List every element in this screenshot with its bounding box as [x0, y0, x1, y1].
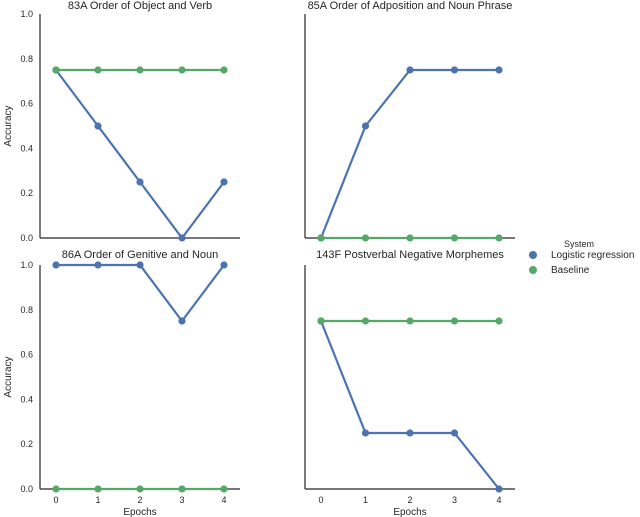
- legend-item-baseline: Baseline: [529, 265, 590, 276]
- series-baseline: [317, 234, 503, 242]
- y-axis-label: Accuracy: [3, 356, 14, 397]
- data-point: [317, 234, 325, 242]
- legend-title: System: [564, 239, 594, 249]
- series-logistic-regression: [317, 66, 503, 242]
- data-point: [52, 485, 60, 493]
- panel-title: 143F Postverbal Negative Morphemes: [316, 249, 504, 261]
- data-point: [94, 66, 102, 74]
- panel-83a-order-of-object-and-verb: 83A Order of Object and Verb 0.0 0.2 0.4 0.6…: [3, 0, 240, 243]
- data-point: [317, 317, 325, 325]
- series-baseline: [52, 66, 228, 74]
- series-logistic-regression: [317, 317, 503, 493]
- x-tick-label: 3: [179, 495, 184, 505]
- panel-title: 86A Order of Genitive and Noun: [62, 249, 219, 261]
- data-point: [361, 429, 370, 437]
- data-point: [361, 317, 370, 325]
- data-point: [450, 66, 459, 74]
- x-axis-label: Epochs: [123, 507, 156, 517]
- x-tick-label: 3: [452, 495, 457, 505]
- data-point: [178, 485, 186, 493]
- x-tick-label: 4: [496, 495, 501, 505]
- legend-marker: [529, 251, 537, 259]
- data-point: [52, 66, 60, 74]
- y-tick-label: 0.2: [20, 188, 33, 198]
- data-point: [406, 66, 414, 74]
- data-point: [495, 317, 503, 325]
- data-point: [450, 234, 459, 242]
- data-point: [406, 234, 414, 242]
- data-point: [495, 485, 503, 493]
- x-tick-label: 1: [363, 495, 368, 505]
- data-point: [178, 317, 186, 325]
- y-tick-label: 1.0: [20, 260, 33, 270]
- series-line: [319, 68, 499, 239]
- data-point: [136, 261, 144, 269]
- legend-items: Logistic regression Baseline: [529, 250, 634, 276]
- x-tick-label: 0: [53, 495, 58, 505]
- data-point: [406, 429, 414, 437]
- panel-title: 85A Order of Adposition and Noun Phrase: [308, 0, 513, 12]
- data-point: [94, 122, 102, 130]
- y-tick-label: 0.0: [20, 233, 33, 243]
- y-tick-label: 0.4: [20, 394, 33, 404]
- data-point: [94, 261, 102, 269]
- data-point: [220, 66, 228, 74]
- data-point: [450, 429, 459, 437]
- data-point: [220, 485, 228, 493]
- y-tick-label: 1.0: [20, 9, 33, 19]
- series-logistic-regression: [52, 66, 228, 242]
- data-point: [361, 122, 370, 130]
- chart-panels: 83A Order of Object and Verb 0.0 0.2 0.4 0.6…: [3, 0, 515, 517]
- series-line: [56, 263, 225, 323]
- x-tick-label: 2: [137, 495, 142, 505]
- y-tick-label: 0.6: [20, 99, 33, 109]
- y-tick-label: 0.0: [20, 484, 33, 494]
- legend-item-logistic-regression: Logistic regression: [529, 250, 634, 261]
- legend-label: Baseline: [551, 265, 590, 276]
- panel-85a-order-of-adposition-and-noun-phrase: 85A Order of Adposition and Noun Phrase: [304, 0, 515, 242]
- series-logistic-regression: [52, 261, 228, 325]
- x-tick-label: 4: [221, 495, 226, 505]
- data-point: [495, 66, 503, 74]
- y-tick-label: 0.8: [20, 54, 33, 64]
- data-point: [178, 66, 186, 74]
- x-tick-label: 0: [318, 495, 323, 505]
- x-tick-label: 1: [95, 495, 100, 505]
- legend-label: Logistic regression: [551, 250, 634, 261]
- data-point: [52, 261, 60, 269]
- legend: System Logistic regression Baseline: [529, 239, 634, 276]
- series-line: [55, 69, 225, 240]
- panel-title: 83A Order of Object and Verb: [68, 0, 212, 12]
- panel-86a-order-of-genitive-and-noun: 86A Order of Genitive and Noun 0.0 0.2 0.4 0…: [3, 249, 240, 517]
- x-axis-label: Epochs: [393, 507, 426, 517]
- series-line: [319, 320, 500, 490]
- data-point: [361, 234, 370, 242]
- data-point: [406, 317, 414, 325]
- data-point: [220, 261, 228, 269]
- series-baseline: [317, 317, 503, 325]
- data-point: [178, 234, 186, 242]
- series-baseline: [52, 485, 228, 493]
- data-point: [220, 178, 228, 186]
- data-point: [136, 485, 144, 493]
- panel-143f-postverbal-negative-morphemes: 143F Postverbal Negative Morphemes 0 1 2 3 4 E…: [304, 249, 515, 517]
- x-tick-label: 2: [407, 495, 412, 505]
- y-axis-label: Accuracy: [3, 105, 14, 146]
- y-tick-label: 0.8: [20, 305, 33, 315]
- data-point: [94, 485, 102, 493]
- data-point: [136, 66, 144, 74]
- data-point: [450, 317, 459, 325]
- y-tick-label: 0.2: [20, 439, 33, 449]
- y-tick-label: 0.6: [20, 350, 33, 360]
- legend-marker: [529, 266, 537, 274]
- y-tick-label: 0.4: [20, 143, 33, 153]
- data-point: [136, 178, 144, 186]
- data-point: [495, 234, 503, 242]
